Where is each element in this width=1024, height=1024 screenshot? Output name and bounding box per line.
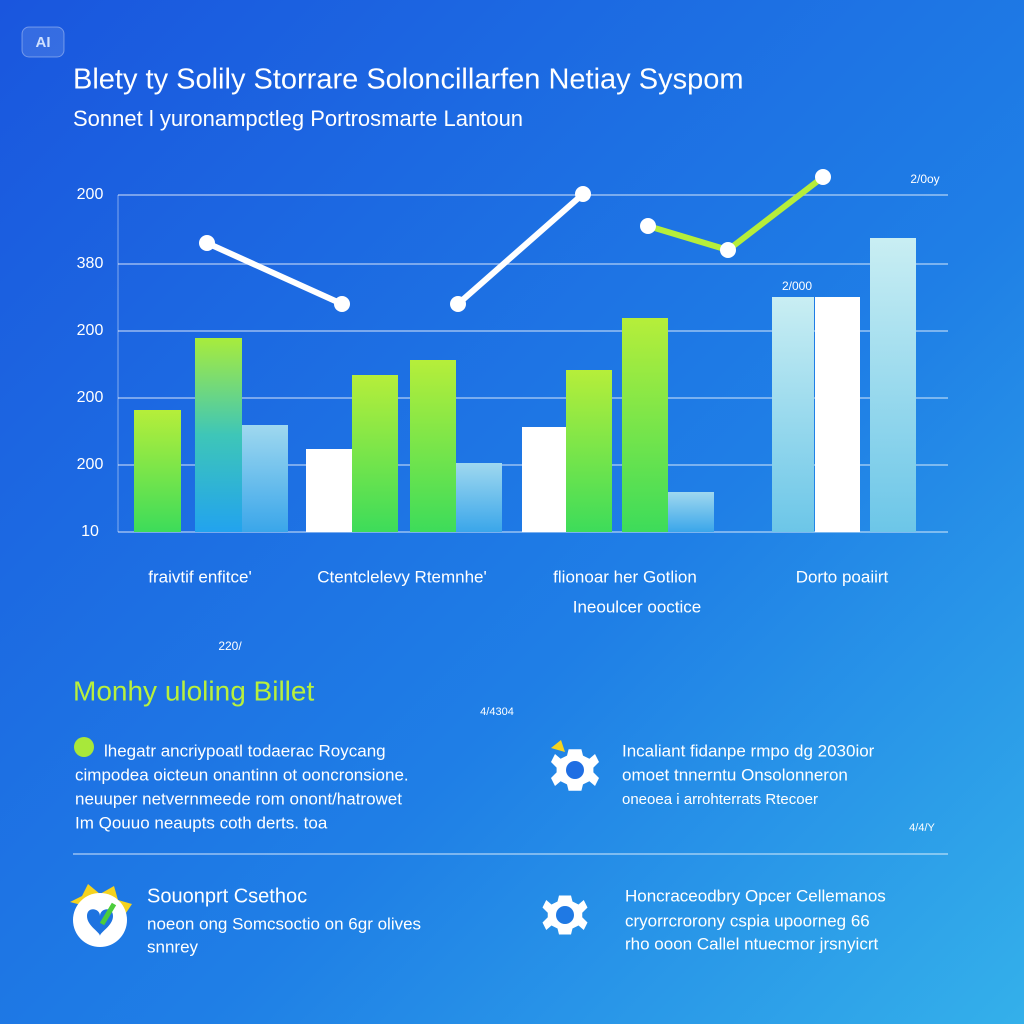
text-line: Incaliant fidanpe rmpo dg 2030ior bbox=[622, 741, 875, 760]
trend-point bbox=[199, 235, 215, 251]
bar-label: 2/000 bbox=[782, 279, 812, 293]
bar bbox=[815, 297, 860, 532]
text-line: snnrey bbox=[147, 937, 199, 956]
subtitle: Sonnet l yuronampctleg Portrosmarte Lant… bbox=[73, 106, 523, 131]
text-line: neuuper netvernmeede rom onont/hatrowet bbox=[75, 789, 402, 808]
text-line: noeon ong Somcsoctio on 6gr olives bbox=[147, 914, 421, 933]
badge-frame bbox=[21, 26, 65, 58]
bar bbox=[195, 338, 242, 532]
bar bbox=[622, 318, 668, 532]
badge-icon bbox=[70, 884, 132, 947]
section-date: 220/ bbox=[218, 639, 242, 653]
bar bbox=[566, 370, 612, 532]
trend-point bbox=[720, 242, 736, 258]
category-label: fraivtif enfitce' bbox=[148, 567, 251, 586]
axis-label: 200 bbox=[77, 322, 104, 339]
bar bbox=[134, 410, 181, 532]
axis-label: 380 bbox=[77, 255, 104, 272]
text-line: lhegatr ancriypoatl todaerac Roycang bbox=[104, 741, 386, 760]
trend-point bbox=[450, 296, 466, 312]
bullet-dot bbox=[74, 737, 94, 757]
bar bbox=[522, 427, 566, 532]
text-line: rho ooon Callel ntuecmor jrsnyicrt bbox=[625, 934, 878, 953]
section-heading: Monhy uloling Billet bbox=[73, 675, 314, 706]
trend-point bbox=[815, 169, 831, 185]
axis-label: 200 bbox=[77, 389, 104, 406]
bar bbox=[456, 463, 502, 532]
text-line: cryorrcrorony cspia upoorneg 66 bbox=[625, 911, 870, 930]
text-line: Im Qouuo neaupts coth derts. toa bbox=[75, 813, 328, 832]
trend-line bbox=[455, 191, 586, 307]
text-line: Honcraceodbry Opcer Cellemanos bbox=[625, 886, 886, 905]
trend-line bbox=[204, 240, 345, 307]
section-note: 4/4304 bbox=[480, 706, 514, 718]
bar bbox=[306, 449, 352, 532]
trend-point bbox=[334, 296, 350, 312]
trend-point bbox=[640, 218, 656, 234]
trend-point bbox=[575, 186, 591, 202]
bar bbox=[870, 238, 916, 532]
axis-label: 10 bbox=[81, 523, 99, 540]
bar bbox=[410, 360, 456, 532]
footer-heading: Souonprt Csethoc bbox=[147, 885, 307, 907]
category-label: Dorto poaiirt bbox=[796, 567, 889, 586]
title: Blety ty Solily Storrare Soloncillarfen … bbox=[73, 64, 743, 96]
bars bbox=[134, 238, 916, 532]
text-line: omoet tnnerntu Onsolonneron bbox=[622, 765, 848, 784]
text-line: cimpodea oicteun onantinn ot ooncronsion… bbox=[75, 765, 409, 784]
badge: AI bbox=[36, 34, 51, 51]
gear-icon bbox=[542, 895, 588, 935]
text-line: oneoea i arrohterrats Rtecoer bbox=[622, 791, 818, 808]
corner-label: 2/0oy bbox=[910, 172, 939, 186]
lines bbox=[199, 169, 831, 312]
right-note: 4/4/Y bbox=[909, 822, 935, 834]
gear-icon bbox=[551, 740, 599, 791]
bar bbox=[352, 375, 398, 532]
axis-label: 200 bbox=[77, 456, 104, 473]
bar bbox=[242, 425, 288, 532]
category-label: Ctentclelevy Rtemnhe' bbox=[317, 567, 487, 586]
bar bbox=[772, 297, 814, 532]
bar bbox=[668, 492, 714, 532]
category-label: flionoar her Gotlion bbox=[553, 567, 697, 586]
category-sub-label: Ineoulcer ooctice bbox=[573, 597, 702, 616]
axis-label: 200 bbox=[77, 186, 104, 203]
